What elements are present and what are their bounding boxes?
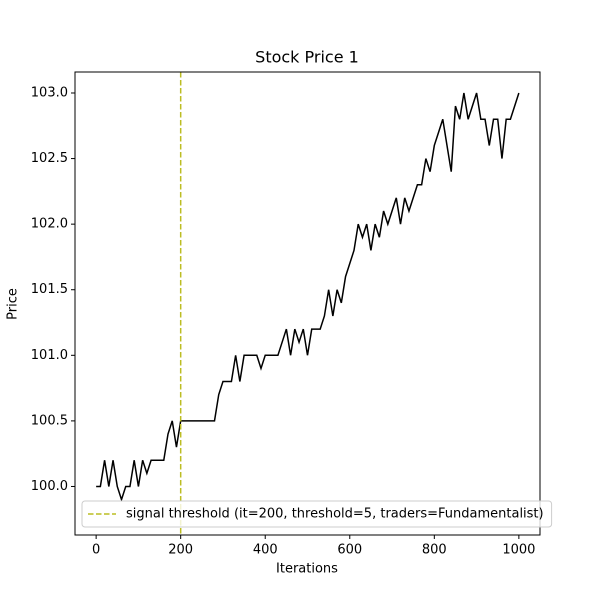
x-tick-label: 600 bbox=[337, 543, 362, 558]
y-tick-label: 102.5 bbox=[31, 151, 68, 166]
chart-title: Stock Price 1 bbox=[255, 48, 359, 67]
x-tick-label: 200 bbox=[168, 543, 193, 558]
y-tick-label: 102.0 bbox=[31, 217, 68, 232]
y-tick-label: 101.0 bbox=[31, 348, 68, 363]
y-axis-label: Price bbox=[6, 288, 21, 320]
y-tick-label: 101.5 bbox=[31, 282, 68, 297]
price-line bbox=[96, 92, 520, 503]
y-tick-label: 100.5 bbox=[31, 413, 68, 428]
legend-box bbox=[81, 500, 553, 528]
y-tick-label: 100.0 bbox=[31, 479, 68, 494]
x-tick-label: 0 bbox=[92, 543, 100, 558]
x-axis-label: Iterations bbox=[276, 562, 338, 577]
x-tick-label: 400 bbox=[253, 543, 278, 558]
plot-frame bbox=[74, 71, 541, 536]
x-tick-label: 800 bbox=[422, 543, 447, 558]
x-tick-label: 1000 bbox=[502, 543, 535, 558]
legend-label: signal threshold (it=200, threshold=5, t… bbox=[126, 507, 544, 522]
y-tick-label: 103.0 bbox=[31, 85, 68, 100]
